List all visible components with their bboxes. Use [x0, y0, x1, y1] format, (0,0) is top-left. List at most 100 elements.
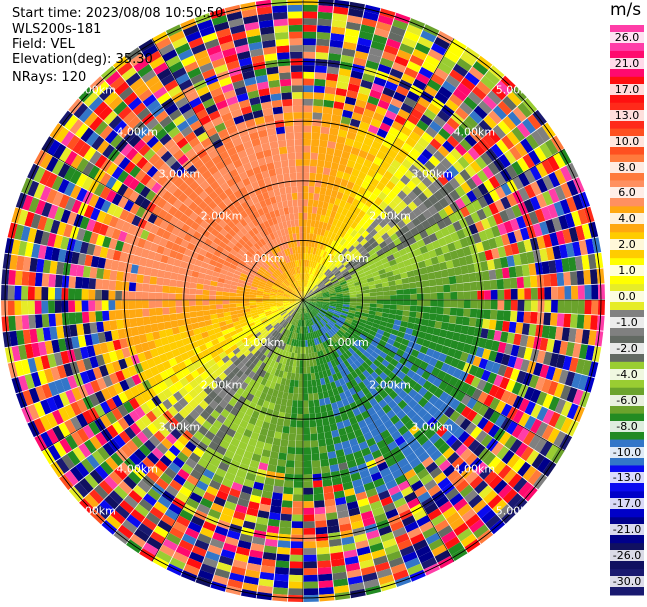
velocity-cell: [322, 303, 330, 306]
velocity-cell: [464, 115, 479, 129]
velocity-cell: [536, 350, 546, 364]
velocity-cell: [358, 149, 369, 159]
velocity-cell: [389, 304, 397, 310]
velocity-cell: [508, 321, 517, 333]
velocity-cell: [402, 195, 413, 206]
velocity-cell: [209, 304, 217, 310]
velocity-cell: [434, 247, 444, 257]
velocity-cell: [312, 466, 322, 475]
velocity-cell: [520, 227, 530, 241]
velocity-cell: [415, 337, 425, 346]
velocity-cell: [312, 473, 322, 481]
velocity-cell: [349, 294, 357, 298]
velocity-cell: [359, 259, 367, 267]
velocity-cell: [500, 390, 512, 404]
velocity-cell: [447, 165, 460, 178]
velocity-cell: [342, 41, 357, 51]
velocity-cell: [449, 250, 459, 260]
velocity-cell: [296, 360, 300, 367]
velocity-cell: [303, 340, 306, 347]
velocity-cell: [369, 307, 377, 312]
velocity-cell: [397, 131, 409, 143]
velocity-cell: [102, 269, 111, 280]
velocity-cell: [568, 328, 577, 343]
velocity-cell: [375, 307, 384, 313]
velocity-cell: [409, 311, 417, 318]
velocity-cell: [318, 193, 326, 202]
velocity-cell: [526, 335, 535, 349]
velocity-cell: [459, 206, 471, 218]
velocity-cell: [162, 300, 169, 308]
velocity-cell: [362, 306, 370, 311]
velocity-cell: [524, 401, 536, 416]
velocity-cell: [331, 266, 338, 273]
velocity-cell: [547, 203, 559, 219]
velocity-cell: [528, 150, 541, 166]
velocity-cell: [323, 298, 330, 300]
velocity-cell: [368, 146, 379, 157]
velocity-cell: [397, 190, 408, 201]
velocity-cell: [289, 568, 303, 576]
velocity-cell: [305, 239, 310, 247]
velocity-cell: [541, 325, 550, 339]
velocity-cell: [95, 289, 102, 300]
velocity-cell: [454, 143, 468, 156]
velocity-cell: [536, 391, 548, 406]
velocity-cell: [397, 331, 406, 339]
velocity-cell: [583, 269, 592, 285]
velocity-cell: [303, 118, 312, 126]
velocity-cell: [333, 241, 340, 250]
velocity-cell: [346, 316, 354, 322]
velocity-cell: [437, 61, 453, 75]
velocity-cell: [303, 125, 312, 133]
velocity-cell: [346, 21, 361, 31]
velocity-cell: [384, 342, 393, 351]
velocity-cell: [347, 83, 360, 93]
velocity-cell: [189, 282, 197, 289]
velocity-cell: [95, 300, 102, 311]
velocity-cell: [584, 376, 595, 393]
velocity-cell: [502, 95, 517, 111]
velocity-cell: [313, 480, 323, 488]
velocity-cell: [314, 289, 321, 294]
velocity-cell: [332, 281, 340, 287]
velocity-cell: [566, 387, 578, 403]
velocity-cell: [334, 260, 341, 267]
velocity-cell: [575, 225, 586, 241]
velocity-cell: [314, 506, 326, 515]
velocity-cell: [335, 87, 348, 97]
velocity-cell: [370, 267, 379, 274]
velocity-cell: [524, 415, 537, 431]
velocity-cell: [304, 266, 307, 274]
velocity-cell: [401, 338, 410, 347]
velocity-cell: [477, 290, 485, 300]
velocity-cell: [392, 214, 402, 224]
velocity-cell: [309, 301, 316, 305]
velocity-cell: [364, 270, 372, 276]
velocity-cell: [350, 212, 358, 222]
velocity-cell: [431, 239, 441, 250]
velocity-cell: [300, 340, 303, 347]
velocity-cell: [354, 313, 362, 319]
velocity-cell: [506, 131, 520, 146]
velocity-cell: [319, 242, 325, 250]
velocity-cell: [471, 199, 483, 212]
velocity-cell: [303, 407, 309, 415]
velocity-cell: [452, 220, 463, 232]
velocity-cell: [415, 281, 424, 288]
velocity-cell: [390, 295, 397, 300]
velocity-cell: [355, 327, 363, 334]
velocity-cell: [401, 315, 410, 323]
velocity-cell: [364, 4, 381, 15]
velocity-cell: [315, 412, 322, 421]
velocity-cell: [275, 424, 284, 433]
velocity-cell: [306, 289, 312, 295]
velocity-cell: [331, 278, 338, 284]
velocity-cell: [506, 193, 518, 207]
velocity-cell: [336, 191, 344, 200]
velocity-cell: [312, 112, 323, 120]
velocity-cell: [349, 304, 357, 309]
velocity-cell: [288, 386, 294, 394]
velocity-cell: [463, 282, 471, 292]
velocity-cell: [378, 219, 388, 228]
